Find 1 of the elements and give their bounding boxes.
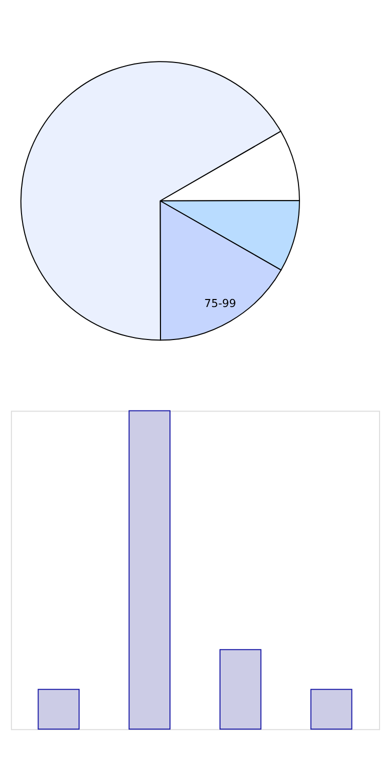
slice-label: 75-99: [204, 297, 236, 310]
